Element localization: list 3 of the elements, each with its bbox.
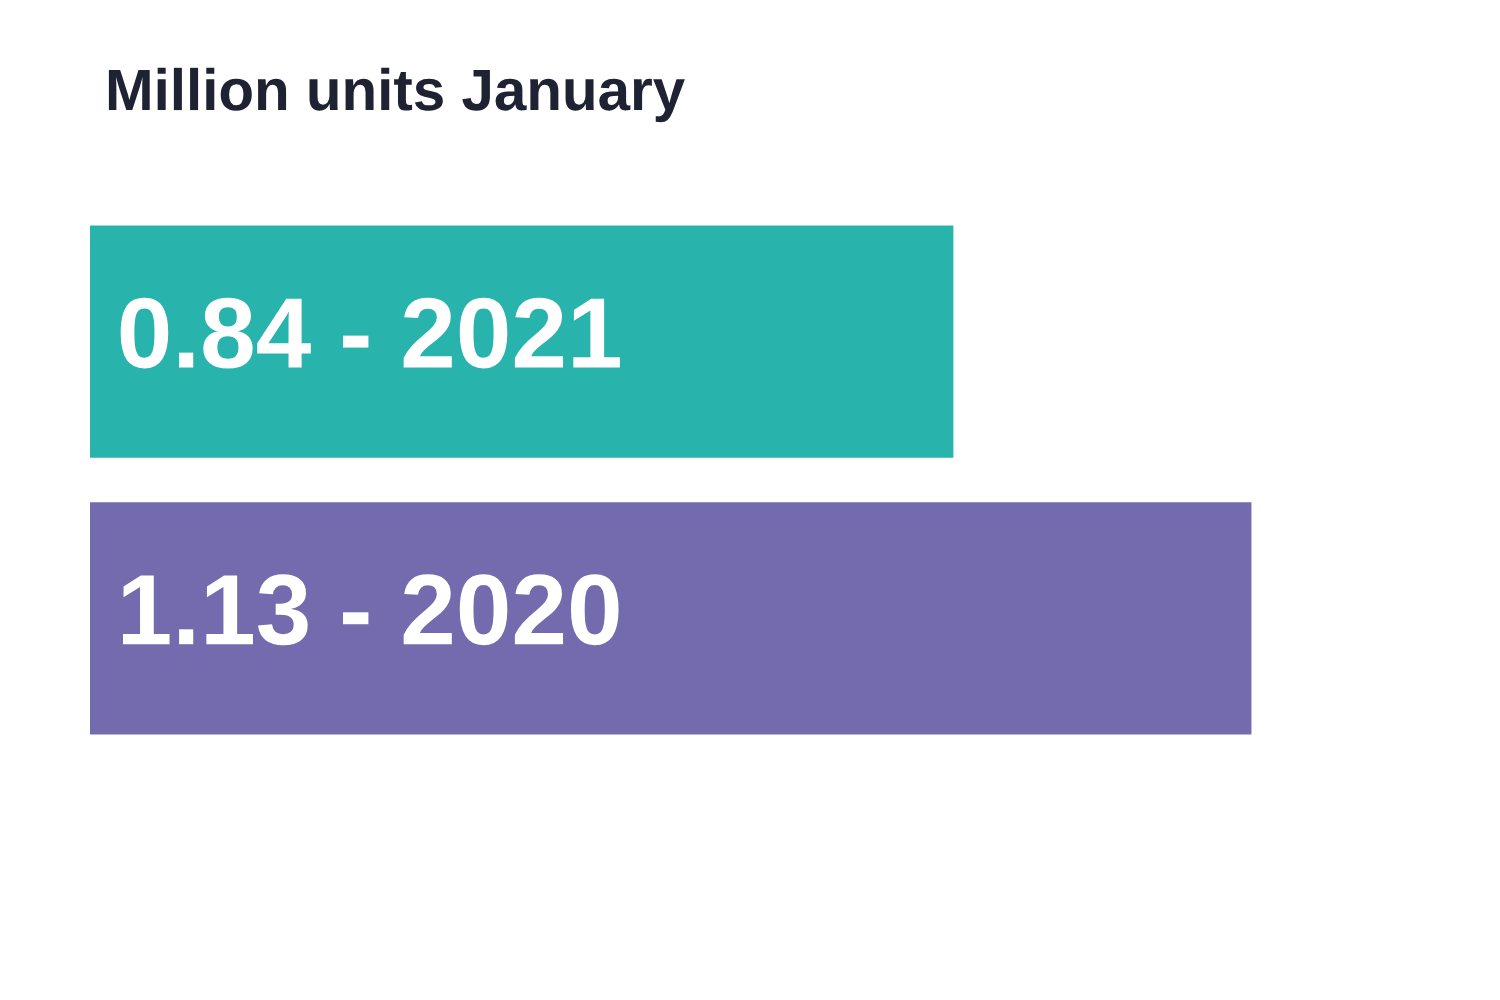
chart-title: Million units January — [108, 67, 685, 123]
data-label: 1.13 - 2020 — [123, 574, 619, 646]
data-label: 0.84 - 2021 — [120, 297, 620, 369]
